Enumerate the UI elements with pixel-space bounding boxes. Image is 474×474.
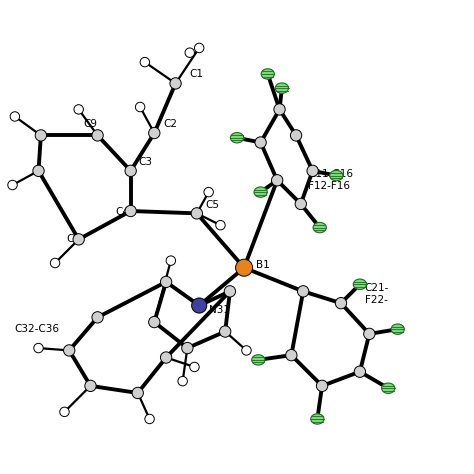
Ellipse shape <box>35 130 46 141</box>
Ellipse shape <box>274 104 285 115</box>
Ellipse shape <box>191 208 202 219</box>
Ellipse shape <box>160 352 172 363</box>
Ellipse shape <box>149 317 160 328</box>
Ellipse shape <box>185 48 194 57</box>
Ellipse shape <box>291 130 302 141</box>
Text: C4: C4 <box>116 207 129 217</box>
Ellipse shape <box>136 102 145 112</box>
Ellipse shape <box>60 407 69 417</box>
Ellipse shape <box>313 222 326 233</box>
Text: C5: C5 <box>205 200 219 210</box>
Ellipse shape <box>170 78 181 89</box>
Ellipse shape <box>242 346 251 355</box>
Ellipse shape <box>295 198 307 210</box>
Ellipse shape <box>33 165 44 176</box>
Ellipse shape <box>92 312 103 323</box>
Ellipse shape <box>182 342 193 354</box>
Ellipse shape <box>10 112 19 121</box>
Ellipse shape <box>329 170 343 181</box>
Ellipse shape <box>391 324 404 334</box>
Ellipse shape <box>216 220 225 230</box>
Ellipse shape <box>125 205 137 217</box>
Ellipse shape <box>307 165 318 176</box>
Ellipse shape <box>354 366 365 377</box>
Ellipse shape <box>140 57 150 67</box>
Ellipse shape <box>145 414 155 424</box>
Ellipse shape <box>254 187 267 197</box>
Ellipse shape <box>224 286 236 297</box>
Ellipse shape <box>204 187 213 197</box>
Text: C2: C2 <box>164 119 178 129</box>
Ellipse shape <box>132 387 144 399</box>
Ellipse shape <box>191 298 207 313</box>
Ellipse shape <box>160 276 172 288</box>
Ellipse shape <box>85 380 96 392</box>
Ellipse shape <box>125 165 137 176</box>
Text: C9: C9 <box>83 119 97 129</box>
Ellipse shape <box>194 43 204 53</box>
Ellipse shape <box>364 328 375 339</box>
Text: B1: B1 <box>256 260 270 270</box>
Ellipse shape <box>230 133 244 143</box>
Ellipse shape <box>166 256 175 265</box>
Ellipse shape <box>73 234 84 245</box>
Ellipse shape <box>317 380 328 392</box>
Text: N31: N31 <box>209 305 230 315</box>
Ellipse shape <box>311 414 324 424</box>
Text: C1: C1 <box>190 69 204 79</box>
Ellipse shape <box>219 326 231 337</box>
Ellipse shape <box>255 137 266 148</box>
Ellipse shape <box>286 349 297 361</box>
Ellipse shape <box>252 355 265 365</box>
Ellipse shape <box>8 180 17 190</box>
Ellipse shape <box>50 258 60 268</box>
Text: C6: C6 <box>67 234 81 244</box>
Ellipse shape <box>34 343 43 353</box>
Text: C3: C3 <box>139 157 153 167</box>
Ellipse shape <box>190 362 199 372</box>
Ellipse shape <box>261 69 274 79</box>
Ellipse shape <box>298 286 309 297</box>
Ellipse shape <box>275 83 289 93</box>
Ellipse shape <box>353 279 366 290</box>
Text: C11-C16
F12-F16: C11-C16 F12-F16 <box>308 170 353 191</box>
Ellipse shape <box>149 128 160 139</box>
Text: C21-
F22-: C21- F22- <box>365 283 389 304</box>
Text: C32-C36: C32-C36 <box>15 324 60 334</box>
Ellipse shape <box>92 130 103 141</box>
Ellipse shape <box>382 383 395 393</box>
Ellipse shape <box>236 259 253 276</box>
Ellipse shape <box>64 345 75 356</box>
Ellipse shape <box>74 105 83 114</box>
Ellipse shape <box>272 174 283 186</box>
Ellipse shape <box>178 376 187 386</box>
Ellipse shape <box>335 298 346 309</box>
